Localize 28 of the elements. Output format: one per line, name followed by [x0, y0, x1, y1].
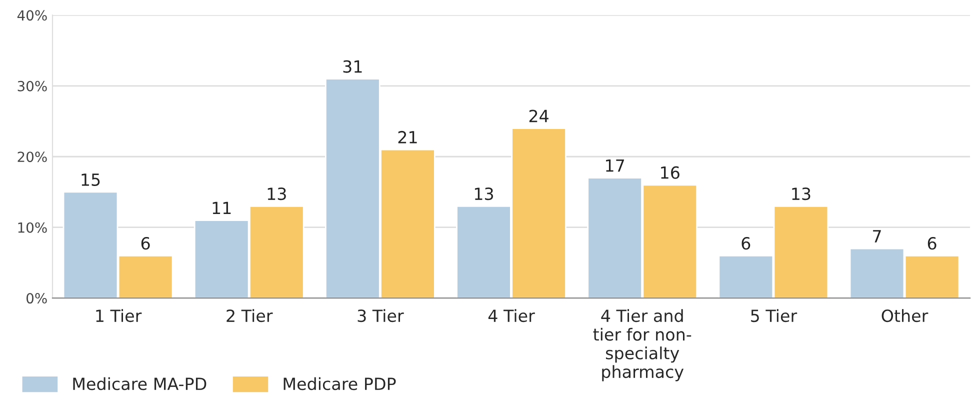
data-label: 31: [343, 60, 362, 73]
data-label: 6: [742, 237, 750, 250]
y-tick-label: 10%: [18, 222, 47, 233]
data-label: 15: [82, 174, 100, 186]
x-tick-label: 4 Tier and tier for non- specialty pharmacy: [593, 309, 692, 382]
x-tick-label: Other: [882, 309, 928, 322]
data-label: 24: [529, 110, 548, 122]
data-label: 13: [474, 188, 494, 200]
y-tick-label: 20%: [18, 152, 47, 162]
y-tick-label: 30%: [18, 80, 47, 92]
x-tick-label: 1 Tier: [96, 309, 142, 322]
data-label: 13: [268, 188, 286, 200]
data-label: 11: [212, 202, 231, 214]
data-label: 6: [141, 237, 150, 250]
y-tick-label: 0%: [26, 293, 47, 304]
x-tick-label: 4 Tier: [488, 309, 535, 322]
legend-label: Medicare PDP: [284, 377, 396, 390]
x-tick-label: 3 Tier: [358, 309, 404, 322]
data-label: 6: [928, 237, 936, 250]
data-label: 13: [792, 188, 810, 200]
y-tick-label: 40%: [17, 10, 47, 21]
data-label: 17: [606, 159, 624, 172]
data-label: 7: [873, 230, 881, 242]
data-label: 21: [398, 130, 417, 144]
x-tick-label: 5 Tier: [751, 309, 798, 322]
data-label: 16: [661, 166, 680, 179]
x-tick-label: 2 Tier: [226, 309, 273, 322]
legend-label: Medicare MA-PD: [73, 377, 206, 390]
